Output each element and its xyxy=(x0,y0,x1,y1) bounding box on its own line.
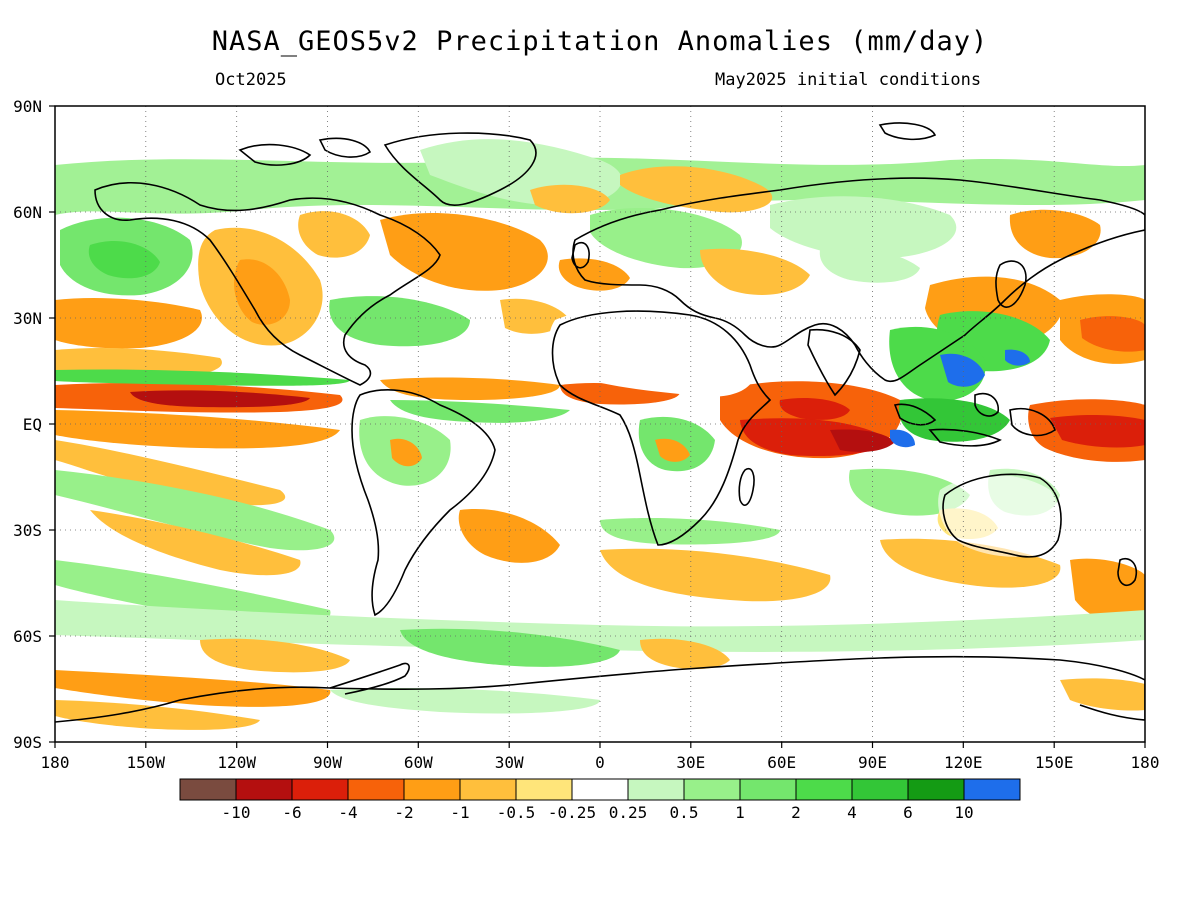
lon-tick-label: 90W xyxy=(313,753,342,772)
lon-tick-label: 120E xyxy=(944,753,983,772)
lon-tick-label: 150E xyxy=(1035,753,1074,772)
lat-tick-label: 60N xyxy=(13,203,42,222)
init-conditions-label: May2025 initial conditions xyxy=(715,70,982,90)
lat-tick-label: 60S xyxy=(13,627,42,646)
colorbar-swatch xyxy=(235,778,293,801)
colorbar-swatch xyxy=(179,778,237,801)
valid-month-label: Oct2025 xyxy=(215,70,287,90)
axis-ticks xyxy=(49,105,1146,748)
colorbar-label: 0.5 xyxy=(670,803,699,822)
latitude-labels: 90N 60N 30N EQ 30S 60S 90S xyxy=(13,97,42,752)
colorbar-swatch xyxy=(291,778,349,801)
colorbar: -10 -6 -4 -2 -1 -0.5 -0.25 0.25 0.5 1 2 4 6 10 xyxy=(179,778,1021,822)
colorbar-swatch xyxy=(907,778,965,801)
lon-tick-label: 60W xyxy=(404,753,433,772)
lat-tick-label: 30S xyxy=(13,521,42,540)
colorbar-swatch xyxy=(795,778,853,801)
lon-tick-label: 180 xyxy=(1131,753,1160,772)
colorbar-label: -4 xyxy=(338,803,357,822)
lat-tick-label: 90S xyxy=(13,733,42,752)
lon-tick-label: 90E xyxy=(858,753,887,772)
longitude-labels: 180 150W 120W 90W 60W 30W 0 30E 60E 90E … xyxy=(41,753,1160,772)
colorbar-swatch xyxy=(683,778,741,801)
colorbar-swatch xyxy=(627,778,685,801)
lon-tick-label: 180 xyxy=(41,753,70,772)
colorbar-swatch xyxy=(963,778,1021,801)
colorbar-label: -2 xyxy=(394,803,413,822)
colorbar-swatch xyxy=(739,778,797,801)
colorbar-label: 2 xyxy=(791,803,801,822)
colorbar-label: 1 xyxy=(735,803,745,822)
lon-tick-label: 120W xyxy=(217,753,256,772)
lon-tick-label: 0 xyxy=(595,753,605,772)
graticule xyxy=(55,106,1145,742)
colorbar-label: -6 xyxy=(282,803,301,822)
colorbar-label: 4 xyxy=(847,803,857,822)
lon-tick-label: 60E xyxy=(767,753,796,772)
lon-tick-label: 150W xyxy=(127,753,166,772)
colorbar-label: 10 xyxy=(954,803,973,822)
colorbar-swatch xyxy=(403,778,461,801)
colorbar-swatch xyxy=(515,778,573,801)
coastlines xyxy=(55,122,1145,723)
lat-tick-label: 30N xyxy=(13,309,42,328)
colorbar-label: -0.5 xyxy=(497,803,536,822)
colorbar-swatch xyxy=(571,778,629,801)
colorbar-label: -1 xyxy=(450,803,469,822)
colorbar-swatch xyxy=(851,778,909,801)
colorbar-swatch xyxy=(459,778,517,801)
colorbar-label: -0.25 xyxy=(548,803,596,822)
lat-tick-label: 90N xyxy=(13,97,42,116)
lon-tick-label: 30E xyxy=(676,753,705,772)
plot-title: NASA_GEOS5v2 Precipitation Anomalies (mm… xyxy=(211,26,989,57)
colorbar-label: -10 xyxy=(222,803,251,822)
colorbar-swatch xyxy=(347,778,405,801)
colorbar-label: 0.25 xyxy=(609,803,648,822)
lon-tick-label: 30W xyxy=(495,753,524,772)
lat-tick-label: EQ xyxy=(23,415,42,434)
colorbar-label: 6 xyxy=(903,803,913,822)
